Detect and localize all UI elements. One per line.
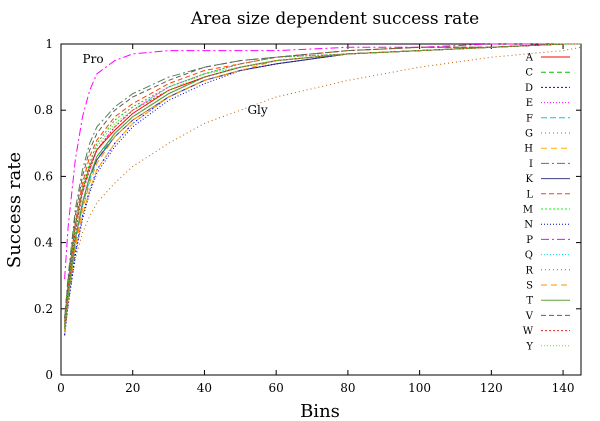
legend-label-A: A [525, 53, 534, 64]
legend-label-E: E [526, 98, 533, 109]
series-line-H [64, 43, 581, 333]
annotation-pro: Pro [83, 52, 104, 66]
legend-label-D: D [525, 83, 533, 94]
x-tick-label: 120 [480, 381, 503, 395]
x-tick-label: 20 [125, 381, 140, 395]
legend-label-I: I [529, 159, 533, 170]
series-line-N [64, 43, 581, 336]
series-line-V [64, 43, 581, 319]
legend-label-F: F [526, 113, 533, 124]
x-tick-label: 80 [340, 381, 355, 395]
legend-label-Y: Y [525, 341, 533, 352]
x-tick-label: 140 [552, 381, 575, 395]
plot-frame [60, 43, 582, 376]
y-tick-label: 0.8 [34, 103, 53, 117]
y-tick-label: 0 [45, 368, 53, 382]
annotation-gly: Gly [247, 103, 267, 117]
y-tick-label: 0.4 [34, 236, 53, 250]
series-line-F [64, 43, 581, 333]
axes [60, 43, 582, 376]
series-lines [64, 43, 582, 336]
y-tick-label: 1 [45, 37, 53, 51]
legend-label-V: V [525, 311, 534, 322]
series-line-G [64, 46, 582, 336]
y-tick-label: 0.2 [34, 302, 53, 316]
series-line-D [64, 43, 581, 336]
legend-label-C: C [525, 68, 533, 79]
y-tick-label: 0.6 [34, 169, 53, 183]
legend-label-L: L [526, 189, 533, 200]
x-axis-label: Bins [300, 401, 340, 421]
x-tick-label: 60 [269, 381, 284, 395]
x-tick-label: 0 [57, 381, 65, 395]
series-line-I [64, 43, 581, 319]
legend-label-G: G [525, 129, 533, 140]
series-line-Y [64, 43, 581, 326]
legend-label-M: M [523, 205, 533, 216]
legend-label-R: R [525, 265, 533, 276]
legend-label-W: W [523, 326, 534, 337]
legend-label-P: P [526, 235, 533, 246]
annotations: Pro Gly [83, 52, 268, 117]
legend-label-H: H [524, 144, 533, 155]
y-axis-label: Success rate [4, 152, 25, 268]
series-line-P [64, 43, 581, 280]
series-line-S [64, 43, 581, 333]
x-tick-label: 40 [197, 381, 212, 395]
legend-label-Q: Q [525, 250, 533, 261]
x-tick-label: 100 [408, 381, 431, 395]
chart-title: Area size dependent success rate [190, 9, 479, 29]
tick-marks: 0 20 40 60 80 100 120 140 0 0.2 0.4 0.6 0.8 1 [34, 37, 581, 395]
legend-label-T: T [526, 296, 533, 307]
legend-label-N: N [524, 220, 533, 231]
legend-label-K: K [526, 174, 534, 185]
legend-label-S: S [526, 281, 533, 292]
